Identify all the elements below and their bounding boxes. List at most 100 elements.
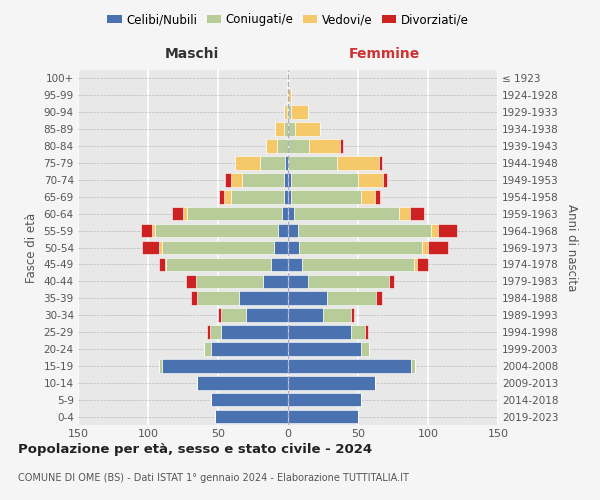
Bar: [246, 308, 288, 322]
Bar: [141, 224, 152, 237]
Bar: [211, 342, 288, 355]
Bar: [197, 376, 288, 390]
Bar: [209, 326, 221, 339]
Bar: [376, 292, 382, 305]
Bar: [283, 207, 288, 220]
Bar: [288, 258, 302, 271]
Bar: [196, 274, 263, 288]
Bar: [187, 207, 283, 220]
Bar: [365, 326, 368, 339]
Bar: [288, 122, 295, 136]
Bar: [191, 292, 197, 305]
Bar: [162, 240, 274, 254]
Text: Femmine: Femmine: [349, 47, 420, 61]
Bar: [288, 274, 308, 288]
Bar: [230, 173, 242, 186]
Bar: [288, 359, 411, 372]
Bar: [288, 224, 298, 237]
Bar: [271, 258, 288, 271]
Bar: [263, 274, 288, 288]
Bar: [266, 140, 277, 153]
Bar: [428, 240, 448, 254]
Bar: [337, 156, 379, 170]
Bar: [152, 224, 155, 237]
Bar: [288, 190, 291, 203]
Bar: [183, 207, 187, 220]
Bar: [389, 274, 394, 288]
Bar: [309, 140, 340, 153]
Bar: [288, 393, 361, 406]
Bar: [411, 359, 415, 372]
Bar: [277, 140, 288, 153]
Y-axis label: Fasce di età: Fasce di età: [25, 212, 38, 282]
Bar: [186, 274, 196, 288]
Bar: [197, 292, 239, 305]
Bar: [221, 308, 246, 322]
Bar: [211, 393, 288, 406]
Bar: [323, 308, 351, 322]
Bar: [340, 140, 343, 153]
Bar: [284, 173, 288, 186]
Bar: [288, 308, 323, 322]
Bar: [302, 258, 414, 271]
Bar: [308, 274, 389, 288]
Bar: [375, 190, 380, 203]
Bar: [431, 224, 438, 237]
Bar: [288, 88, 291, 102]
Bar: [291, 106, 308, 119]
Bar: [288, 292, 327, 305]
Bar: [288, 207, 293, 220]
Bar: [275, 122, 284, 136]
Bar: [239, 292, 288, 305]
Bar: [204, 342, 211, 355]
Bar: [260, 156, 285, 170]
Bar: [438, 224, 457, 237]
Text: Popolazione per età, sesso e stato civile - 2024: Popolazione per età, sesso e stato civil…: [18, 442, 372, 456]
Bar: [327, 292, 376, 305]
Bar: [284, 190, 288, 203]
Bar: [288, 106, 291, 119]
Legend: Celibi/Nubili, Coniugati/e, Vedovi/e, Divorziati/e: Celibi/Nubili, Coniugati/e, Vedovi/e, Di…: [103, 8, 473, 31]
Bar: [221, 326, 288, 339]
Bar: [288, 140, 309, 153]
Bar: [165, 258, 166, 271]
Bar: [299, 240, 422, 254]
Bar: [288, 156, 337, 170]
Bar: [414, 258, 417, 271]
Bar: [288, 410, 358, 424]
Bar: [398, 207, 410, 220]
Bar: [284, 106, 287, 119]
Y-axis label: Anni di nascita: Anni di nascita: [565, 204, 578, 291]
Bar: [298, 224, 431, 237]
Bar: [218, 308, 221, 322]
Bar: [361, 342, 369, 355]
Bar: [278, 224, 288, 237]
Bar: [224, 190, 230, 203]
Bar: [291, 173, 358, 186]
Bar: [284, 122, 288, 136]
Bar: [172, 207, 183, 220]
Bar: [361, 190, 375, 203]
Bar: [288, 173, 291, 186]
Bar: [159, 240, 162, 254]
Bar: [288, 376, 375, 390]
Bar: [287, 106, 288, 119]
Bar: [235, 156, 260, 170]
Bar: [351, 326, 365, 339]
Bar: [288, 240, 299, 254]
Bar: [162, 359, 288, 372]
Text: Maschi: Maschi: [164, 47, 218, 61]
Bar: [358, 173, 383, 186]
Bar: [274, 240, 288, 254]
Bar: [288, 72, 289, 85]
Bar: [379, 156, 382, 170]
Bar: [295, 122, 320, 136]
Bar: [159, 258, 165, 271]
Text: COMUNE DI OME (BS) - Dati ISTAT 1° gennaio 2024 - Elaborazione TUTTITALIA.IT: COMUNE DI OME (BS) - Dati ISTAT 1° genna…: [18, 473, 409, 483]
Bar: [293, 207, 398, 220]
Bar: [288, 342, 361, 355]
Bar: [155, 224, 278, 237]
Bar: [351, 308, 354, 322]
Bar: [159, 359, 162, 372]
Bar: [220, 190, 224, 203]
